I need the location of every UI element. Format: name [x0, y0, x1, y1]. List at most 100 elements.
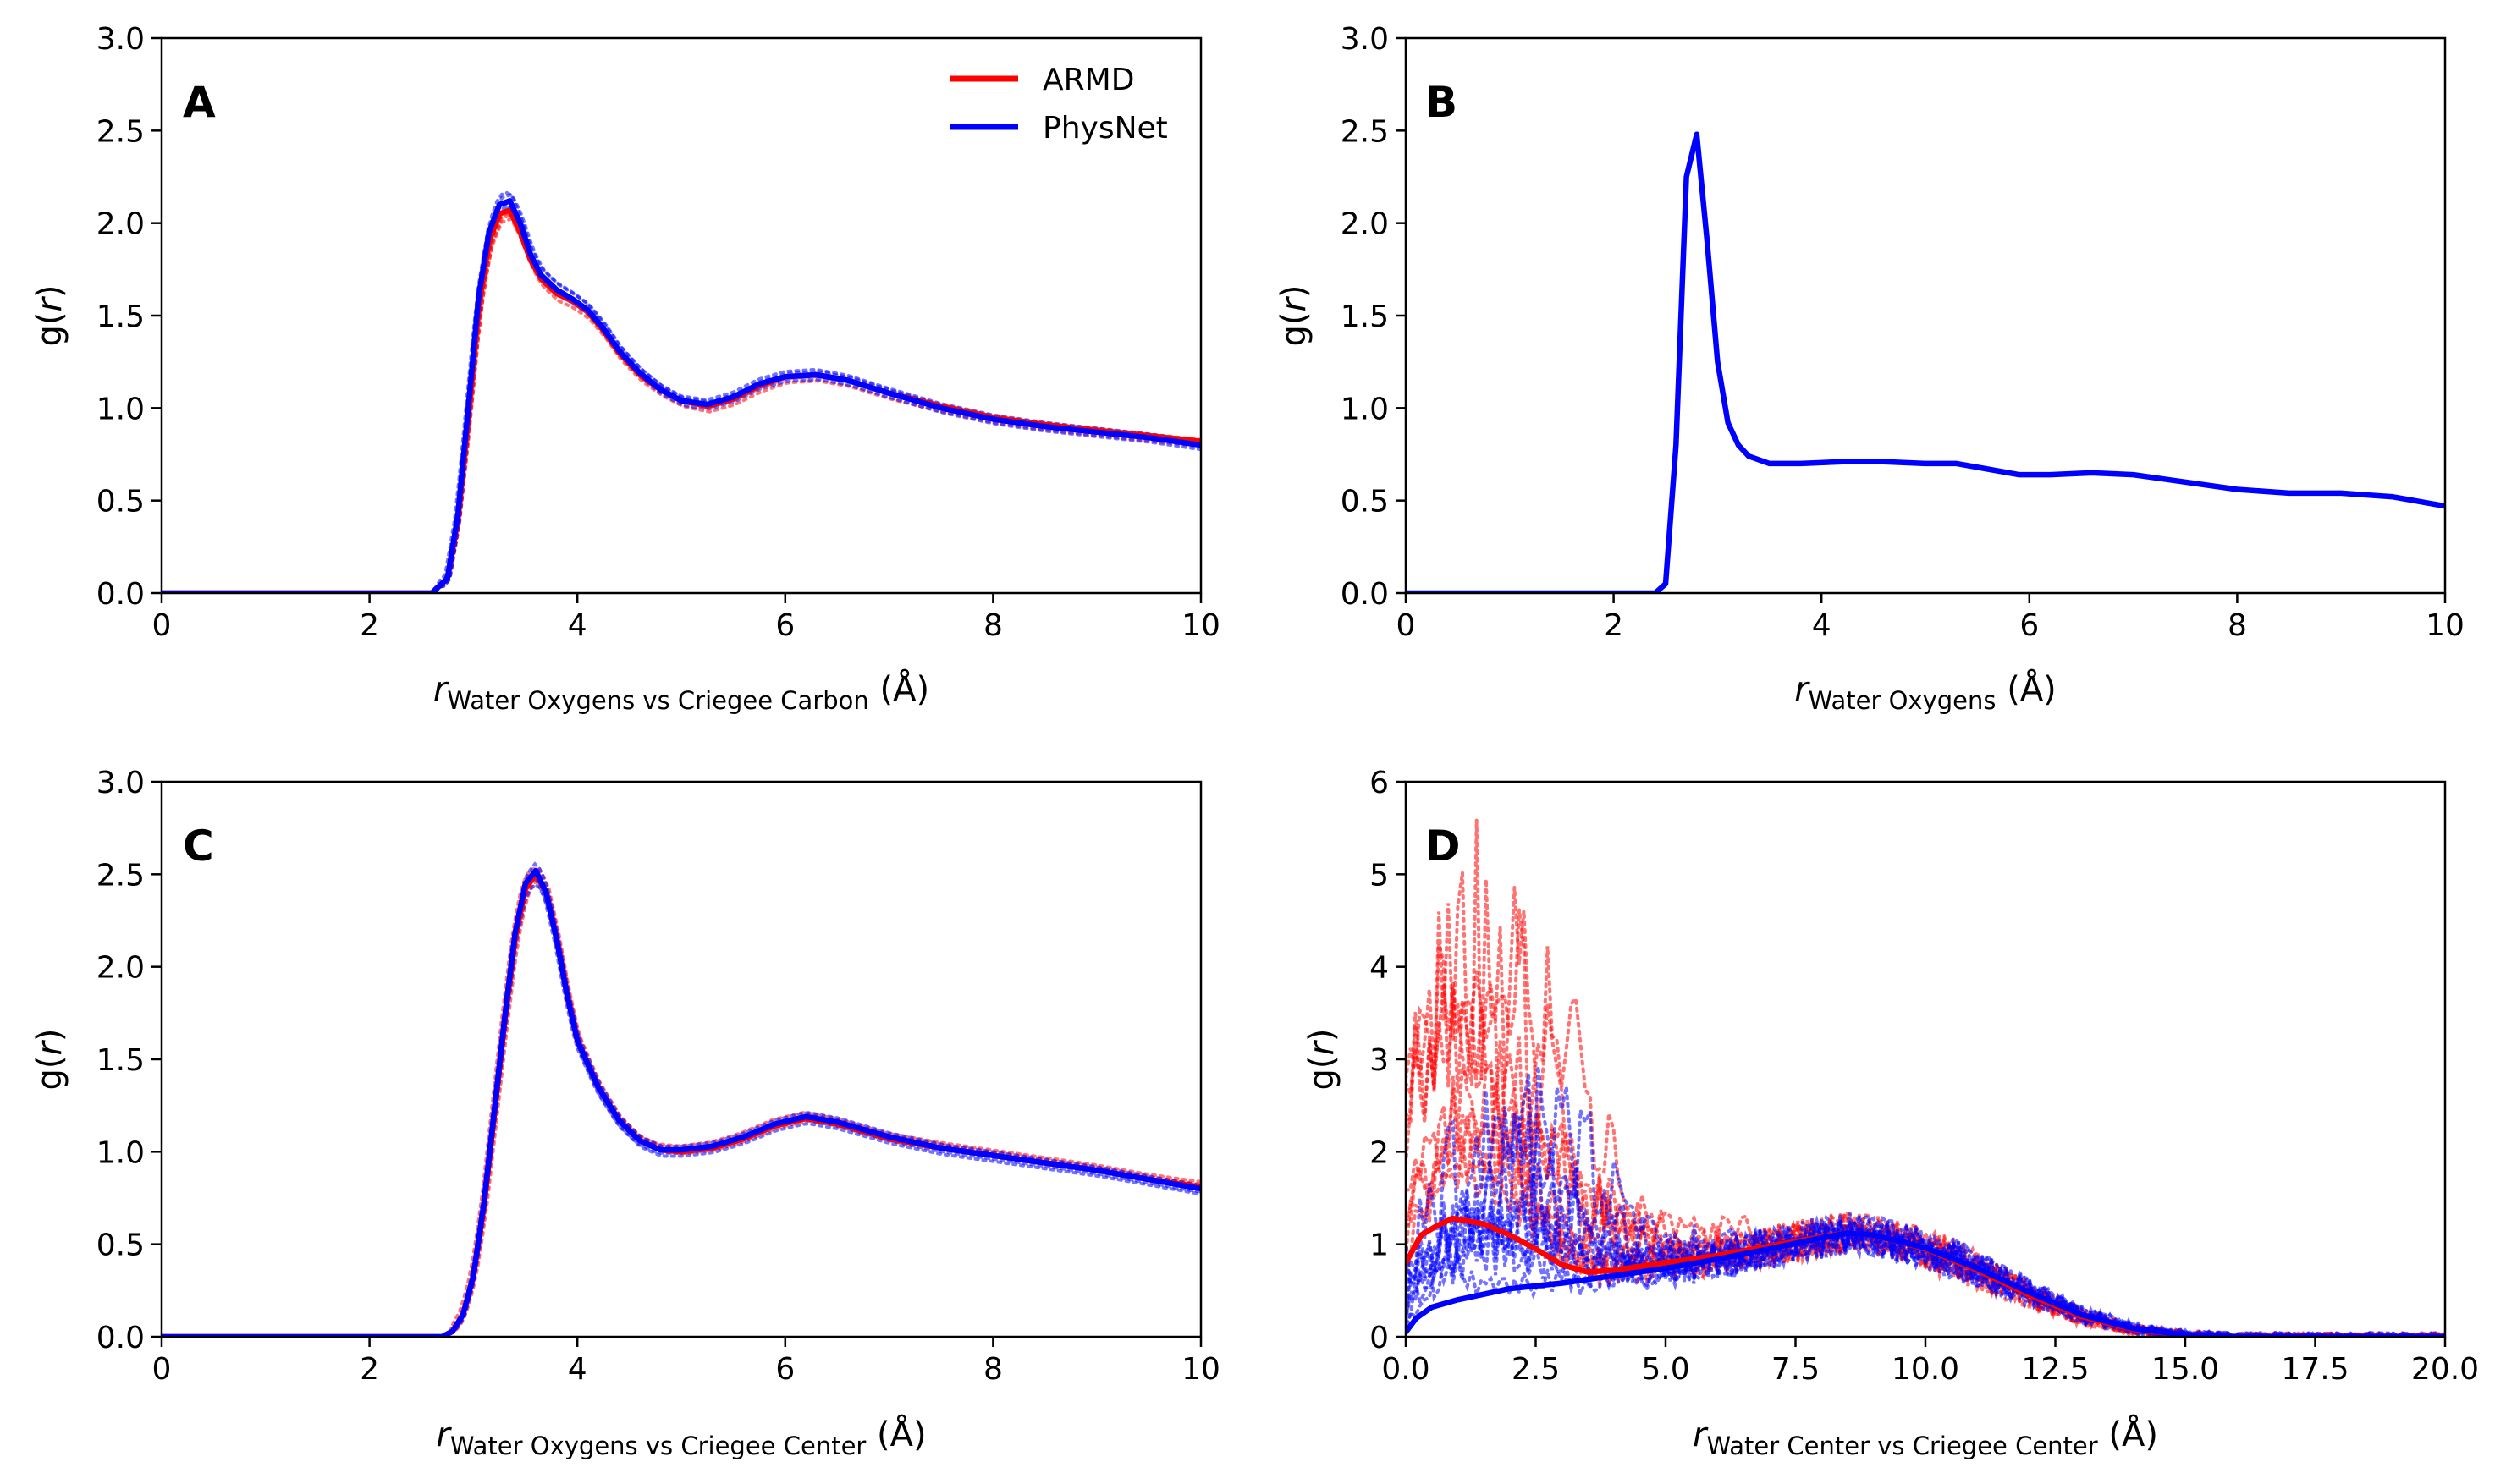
- replica-curve-physnet: [1406, 1173, 2445, 1337]
- panel-c-xlabel-unit: (Å): [866, 1414, 926, 1454]
- panel-c-series: [162, 867, 1201, 1337]
- panel-d-ylabel-pre: g(: [1303, 1056, 1341, 1091]
- panel-b-ylabel-var: r: [1275, 296, 1314, 312]
- x-tick-label: 0.0: [1381, 1352, 1429, 1387]
- x-tick-label: 0: [152, 1352, 172, 1387]
- panel-b-xlabel-var: r: [1794, 670, 1810, 709]
- x-tick-label: 10: [2426, 608, 2465, 643]
- y-tick-label: 2.5: [1341, 114, 1389, 149]
- panel-a-ylabel-var: r: [30, 296, 69, 312]
- panel-d-ylabel: g(r): [1303, 1028, 1341, 1090]
- panel-d-ylabel-post: ): [1303, 1028, 1341, 1042]
- x-tick-label: 5.0: [1641, 1352, 1689, 1387]
- y-tick-label: 0.5: [96, 485, 145, 519]
- panel-b-ylabel: g(r): [1275, 284, 1314, 346]
- panel-a-xlabel-var: r: [433, 670, 449, 709]
- y-tick-label: 1.0: [96, 1135, 145, 1170]
- y-tick-label: 2.0: [1341, 207, 1389, 242]
- panel-a-ylabel-post: ): [30, 284, 69, 298]
- y-tick-label: 0.5: [96, 1228, 145, 1263]
- panel-c-replica-curves: [162, 861, 1201, 1337]
- x-tick-label: 15.0: [2151, 1352, 2219, 1387]
- y-tick-label: 2: [1369, 1135, 1389, 1170]
- panel-c-xlabel-sub: Water Oxygens vs Criegee Center: [450, 1432, 867, 1460]
- panel-c-ylabel-var: r: [30, 1040, 69, 1056]
- x-tick-label: 2: [360, 1352, 379, 1387]
- panel-b-xlabel-unit: (Å): [1997, 668, 2057, 709]
- y-tick-label: 0.0: [1341, 577, 1389, 612]
- replica-curve-armd: [162, 875, 1201, 1337]
- x-tick-label: 8: [983, 1352, 1003, 1387]
- replica-curve-physnet: [162, 869, 1201, 1337]
- y-tick-label: 3: [1369, 1043, 1389, 1078]
- x-tick-label: 4: [568, 1352, 587, 1387]
- x-tick-label: 10: [1181, 1352, 1220, 1387]
- y-tick-label: 5: [1369, 858, 1389, 893]
- panel-d-xlabel: rWater Center vs Criegee Center (Å): [1693, 1414, 2158, 1460]
- x-tick-label: 6: [775, 1352, 795, 1387]
- series-line-physnet: [162, 867, 1201, 1337]
- legend-label-physnet: PhysNet: [1043, 111, 1168, 146]
- replica-curve-armd: [162, 877, 1201, 1337]
- panel-c-ylabel: g(r): [30, 1028, 69, 1090]
- y-tick-label: 0.0: [96, 577, 145, 612]
- replica-curve-physnet: [162, 190, 1201, 593]
- y-tick-label: 1: [1369, 1228, 1389, 1263]
- x-tick-label: 4: [568, 608, 587, 643]
- replica-curve-physnet: [1406, 1109, 2445, 1337]
- y-tick-label: 2.5: [96, 114, 145, 149]
- x-tick-label: 17.5: [2281, 1352, 2349, 1387]
- panel-c-ticks: 0 2 4 6 8 10 0.0 0.5 1.0 1.5 2.0 2.5 3.0: [96, 766, 1220, 1387]
- series-line-physnet: [1406, 131, 2445, 593]
- x-tick-label: 6: [2019, 608, 2039, 643]
- panel-b-ylabel-post: ): [1275, 284, 1314, 298]
- panel-d-replica-curves: [1406, 820, 2445, 1337]
- y-tick-label: 2.0: [96, 951, 145, 986]
- panel-b-letter: B: [1425, 78, 1457, 127]
- y-tick-label: 1.0: [1341, 392, 1389, 426]
- panel-b: 0 2 4 6 8 100.00.51.01.52.02.53.0 B rWater Ox…: [1275, 22, 2465, 715]
- panel-c-frame: [160, 780, 1203, 1338]
- x-tick-label: 2.5: [1512, 1352, 1560, 1387]
- panel-b-ticks: 0 2 4 6 8 10 0.0 0.5 1.0 1.5 2.0 2.5 3.0: [1341, 22, 2465, 643]
- panel-b-xlabel: rWater Oxygens (Å): [1794, 668, 2057, 715]
- y-tick-label: 2.0: [96, 207, 145, 242]
- panel-a-xlabel-sub: Water Oxygens vs Criegee Carbon: [447, 686, 868, 715]
- legend-label-armd: ARMD: [1043, 63, 1134, 97]
- x-tick-label: 2: [360, 608, 379, 643]
- legend: ARMD PhysNet: [950, 63, 1168, 146]
- y-tick-label: 0.5: [1341, 485, 1389, 519]
- x-tick-label: 0: [1396, 608, 1416, 643]
- panel-a-xlabel-unit: (Å): [869, 668, 929, 709]
- panel-a: 0 2 4 6 8 100.00.51.01.52.02.53.0 A rWater Ox…: [30, 22, 1220, 715]
- x-tick-label: 10: [1181, 608, 1220, 643]
- panel-c-ylabel-post: ): [30, 1028, 69, 1042]
- panel-b-series: [1406, 131, 2445, 593]
- panel-c: 0 2 4 6 8 100.00.51.01.52.02.53.0 C rWater Ox…: [30, 766, 1220, 1460]
- panel-a-replica-curves: [162, 190, 1201, 593]
- series-line-physnet: [1406, 1230, 2445, 1337]
- y-tick-label: 3.0: [1341, 22, 1389, 57]
- panel-d: 0.0 2.5 5.0 7.5 10.0 12.5 15.0 17.5 20.00123456 …: [1303, 766, 2479, 1460]
- panel-d-xlabel-sub: Water Center vs Criegee Center: [1706, 1432, 2097, 1460]
- panel-a-series: [162, 198, 1201, 593]
- x-tick-label: 20.0: [2411, 1352, 2479, 1387]
- y-tick-label: 2.5: [96, 858, 145, 893]
- replica-curve-armd: [162, 217, 1201, 593]
- panel-d-ticks: 0.0 2.5 5.0 7.5 10.0 12.5 15.0 17.5 20.0 0 1 2 3 4 5 6: [1369, 766, 2479, 1387]
- panel-d-xlabel-unit: (Å): [2098, 1414, 2158, 1454]
- panel-c-xlabel: rWater Oxygens vs Criegee Center (Å): [436, 1414, 926, 1460]
- x-tick-label: 7.5: [1771, 1352, 1820, 1387]
- y-tick-label: 1.5: [1341, 300, 1389, 334]
- panel-a-ylabel-pre: g(: [30, 312, 69, 347]
- panel-a-ylabel: g(r): [30, 284, 69, 346]
- replica-curve-armd: [162, 867, 1201, 1337]
- y-tick-label: 0: [1369, 1321, 1389, 1355]
- panel-c-ylabel-pre: g(: [30, 1056, 69, 1091]
- y-tick-label: 6: [1369, 766, 1389, 800]
- panel-c-xlabel-var: r: [436, 1415, 452, 1454]
- y-tick-label: 3.0: [96, 22, 145, 57]
- panel-a-ticks: 0 2 4 6 8 10 0.0 0.5 1.0 1.5 2.0 2.5 3.0: [96, 22, 1220, 643]
- y-tick-label: 1.5: [96, 300, 145, 334]
